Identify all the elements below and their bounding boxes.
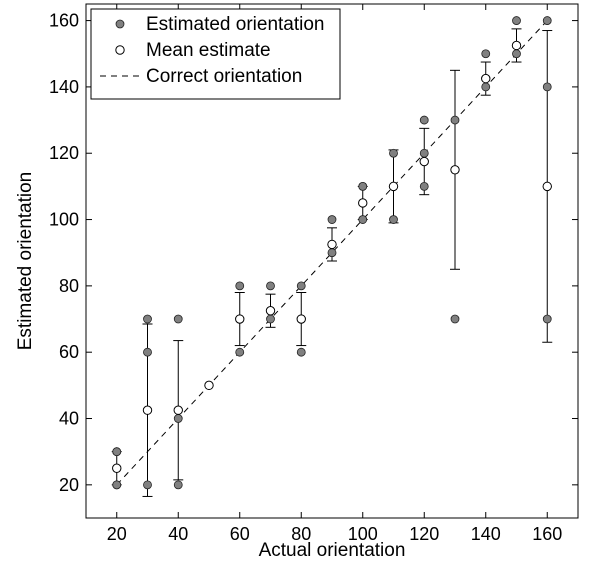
estimated-orientation-point [512, 49, 521, 59]
x-tick-label: 100 [348, 524, 378, 544]
estimated-orientation-point [143, 480, 152, 490]
legend-entry-estimated: Estimated orientation [115, 14, 325, 35]
y-tick-label: 160 [49, 11, 79, 31]
estimated-orientation-point [542, 82, 552, 92]
estimated-orientation-point [327, 248, 337, 258]
plot-area [111, 16, 553, 497]
y-tick-label: 40 [59, 409, 79, 429]
mean-estimate-point [327, 239, 337, 250]
estimated-orientation-point [327, 215, 337, 224]
estimated-orientation-point [481, 49, 491, 59]
estimated-orientation-point [450, 115, 460, 125]
estimated-orientation-point [173, 414, 183, 423]
estimated-orientation-point [173, 314, 183, 324]
mean-estimate-point [142, 405, 153, 415]
estimated-orientation-point [266, 314, 275, 324]
axes: 20 40 60 80 100 120 140 160 20 40 60 80 100 120 140 160 [49, 3, 579, 544]
estimated-orientation-point [235, 347, 245, 357]
x-tick-label: 80 [291, 524, 311, 544]
mean-estimate-point [511, 40, 522, 51]
y-axis-label: Estimated orientation [15, 172, 36, 351]
estimated-orientation-point [419, 181, 429, 191]
estimated-orientation-point [266, 281, 275, 291]
mean-estimate-point [235, 314, 245, 324]
estimated-orientation-point [542, 314, 552, 324]
estimated-orientation-point [358, 181, 368, 191]
estimated-orientation-point [389, 148, 398, 158]
mean-estimate-point [265, 306, 276, 316]
mean-estimate-point [419, 156, 429, 167]
estimated-orientation-point [542, 16, 552, 25]
mean-estimate-point [481, 73, 491, 84]
estimated-orientation-point [112, 447, 122, 457]
mean-estimate-point [450, 165, 460, 175]
estimated-orientation-point [296, 281, 306, 291]
mean-estimate-point [112, 463, 122, 473]
mean-estimate-point [542, 181, 552, 192]
y-tick-label: 100 [49, 210, 79, 230]
estimated-orientation-point [481, 82, 491, 92]
estimated-orientation-point [173, 480, 183, 490]
legend-marker-estimated [115, 19, 125, 29]
mean-estimate-point [204, 380, 214, 391]
estimated-orientation-point [450, 314, 460, 324]
mean-estimate-point [173, 405, 183, 415]
y-tick-label: 80 [59, 276, 79, 296]
legend-label-estimated: Estimated orientation [146, 14, 325, 35]
x-tick-label: 140 [471, 524, 501, 544]
x-axis-label: Actual orientation [259, 540, 406, 561]
x-tick-label: 120 [409, 524, 439, 544]
mean-estimate-point [296, 314, 306, 324]
x-tick-label: 40 [168, 524, 188, 544]
estimated-orientation-point [419, 148, 429, 158]
estimated-orientation-point [235, 281, 245, 291]
estimated-orientation-point [296, 347, 306, 357]
estimated-orientation-point [143, 314, 152, 324]
estimated-orientation-point [143, 347, 152, 357]
y-tick-label: 60 [59, 342, 79, 362]
x-tick-label: 20 [107, 524, 127, 544]
legend: Estimated orientation Mean estimate Corr… [90, 8, 341, 100]
legend-label-correct: Correct orientation [146, 66, 302, 87]
estimated-orientation-point [112, 480, 122, 490]
plot-frame [85, 3, 579, 519]
y-tick-label: 20 [59, 475, 79, 495]
legend-box [90, 8, 341, 100]
y-tick-label: 120 [49, 143, 79, 163]
estimated-orientation-point [419, 115, 429, 125]
estimated-orientation-point [389, 215, 398, 224]
x-tick-label: 160 [532, 524, 562, 544]
x-tick-label: 60 [230, 524, 250, 544]
legend-label-mean: Mean estimate [146, 40, 271, 61]
mean-estimate-point [388, 181, 399, 192]
legend-entry-correct: Correct orientation [100, 66, 302, 87]
estimated-orientation-point [512, 16, 521, 25]
legend-entry-mean: Mean estimate [115, 40, 271, 61]
mean-estimate-point [358, 198, 368, 208]
legend-marker-mean [115, 45, 125, 55]
y-tick-label: 140 [49, 77, 79, 97]
estimated-orientation-point [358, 215, 368, 224]
